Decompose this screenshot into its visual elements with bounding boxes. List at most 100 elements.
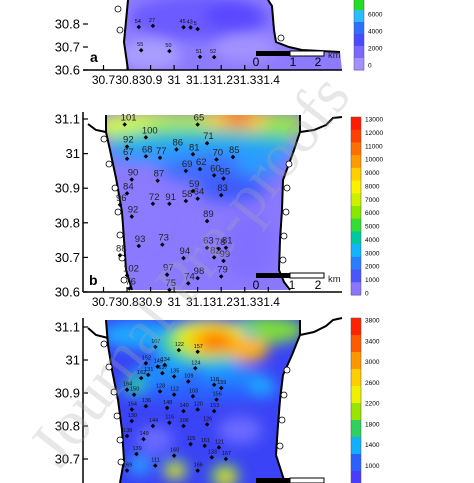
colorbar-swatch: [351, 420, 361, 438]
sample-point: [129, 418, 135, 424]
y-tick-label: 30.8: [55, 419, 80, 434]
x-tick-label: 31.3: [233, 73, 257, 87]
panel-b-surface: [106, 115, 300, 290]
sample-point: [223, 456, 229, 462]
colorbar-swatch: [351, 244, 361, 258]
panel-b-colorbar: 1300012000110001000090008000700060005000…: [350, 117, 383, 298]
y-tick-label: 30.8: [55, 215, 80, 230]
sample-point-label: 124: [191, 360, 200, 366]
colorbar-swatch: [351, 256, 361, 271]
colorbar-tick-label: 9000: [365, 170, 380, 177]
panel-a-surface: [124, 0, 342, 70]
panel-b-scale-bar: 0 1 2 km: [253, 272, 341, 292]
sample-point-label: 109: [184, 373, 193, 379]
panel-a-scale-0: 0: [253, 55, 260, 69]
sample-point-label: 88: [116, 243, 127, 254]
sample-point-label: 76: [125, 277, 136, 288]
sample-point-label: 150: [130, 387, 139, 393]
sample-point-label: 98: [194, 266, 205, 277]
y-tick-label: 31: [66, 353, 80, 368]
colorbar-tick-label: 10000: [365, 157, 383, 164]
sample-point-label: 157: [194, 344, 203, 350]
panel-a-scale-unit: km: [328, 50, 341, 61]
panel-b-label: b: [89, 272, 98, 288]
sample-point-label: 73: [158, 233, 169, 244]
sample-point-label: 81: [189, 142, 200, 153]
sample-point: [124, 156, 130, 162]
sample-point-label: 87: [154, 169, 165, 180]
colorbar-tick-label: 1400: [365, 442, 380, 449]
panel-c-left-shore: [105, 319, 126, 483]
sample-point-label: 62: [196, 157, 207, 168]
sample-point: [167, 287, 172, 293]
sample-point-label: 137: [158, 365, 167, 371]
sample-point-label: 78: [215, 237, 226, 248]
panel-b-left-shore: [105, 115, 133, 291]
panel-c-right-shore: [274, 320, 301, 483]
sample-point: [211, 408, 217, 414]
sample-point-label: 72: [149, 192, 160, 203]
panel-c-y-ticks: 31.1 31 30.9 30.8 30.7: [55, 320, 88, 467]
sample-point-label: 27: [149, 18, 155, 24]
sample-point-label: 154: [128, 402, 137, 408]
sample-point-label: 69: [182, 159, 193, 170]
sample-point-label: 93: [135, 234, 146, 245]
colorbar-swatch: [351, 142, 361, 156]
panel-c-coast-west: [87, 327, 109, 339]
y-tick-label: 31: [66, 146, 80, 161]
sample-point: [129, 407, 135, 412]
colorbar-swatch: [354, 22, 364, 35]
colorbar-tick-label: 0: [368, 63, 372, 70]
x-tick-label: 31.1: [186, 295, 210, 309]
sample-point-label: 111: [151, 458, 159, 464]
panel-a-colorbar: 6000 4000 2000 0: [353, 0, 383, 71]
sample-point-label: 96: [116, 193, 127, 204]
panel-a-scale-bar: 0 1 2 km: [253, 50, 341, 69]
colorbar-swatch: [351, 180, 361, 194]
panel-b-scale-2: 2: [315, 278, 322, 292]
sample-point: [185, 379, 191, 384]
colorbar-tick-label: 3800: [365, 318, 380, 325]
sample-point-label: 50: [165, 43, 171, 49]
sample-point-label: 68: [142, 144, 153, 155]
sample-point-label: 74: [184, 271, 195, 282]
sample-point-label: 135: [170, 369, 179, 375]
sample-point-label: 133: [208, 449, 217, 455]
sample-point-label: 92: [128, 205, 139, 216]
sample-point-label: 54: [135, 19, 141, 25]
colorbar-tick-label: 4000: [368, 29, 383, 36]
sample-point-label: 162: [137, 370, 146, 376]
sample-point-label: 139: [132, 446, 141, 452]
sample-point-label: 89: [203, 209, 214, 220]
sample-point: [141, 436, 146, 442]
sample-point-label: 94: [180, 246, 191, 257]
sample-point-label: 130: [128, 413, 137, 419]
sample-point-label: 70: [212, 147, 223, 158]
colorbar-swatch: [354, 46, 364, 59]
sample-point-label: 149: [140, 431, 149, 437]
colorbar-tick-label: 2000: [368, 46, 383, 53]
sample-point-label: 100: [142, 125, 158, 136]
panel-a-left-shore: [122, 0, 129, 71]
x-tick-label: 31.2: [210, 73, 234, 87]
sample-point-label: 159: [217, 380, 226, 386]
colorbar-swatch: [354, 58, 364, 71]
sample-point-label: 71: [203, 131, 214, 142]
x-tick-label: 30.9: [139, 295, 163, 309]
sample-point: [124, 387, 130, 392]
sample-point-label: 77: [156, 146, 167, 157]
sample-point: [160, 370, 165, 376]
panel-b-x-ticks: 30.7 30.8 30.9 31 31.1 31.2 31.3 31.4: [92, 287, 280, 309]
sample-point: [195, 468, 200, 473]
sample-point: [124, 468, 130, 473]
colorbar-swatch: [351, 403, 361, 421]
sample-point: [211, 382, 217, 388]
panel-a-right-shore: [267, 0, 341, 53]
colorbar-frame: [353, 0, 365, 71]
sample-point-label: 101: [121, 113, 137, 124]
colorbar-tick-label: 8000: [365, 183, 380, 190]
x-tick-label: 30.7: [92, 73, 116, 87]
sample-point-label: 91: [165, 192, 176, 203]
